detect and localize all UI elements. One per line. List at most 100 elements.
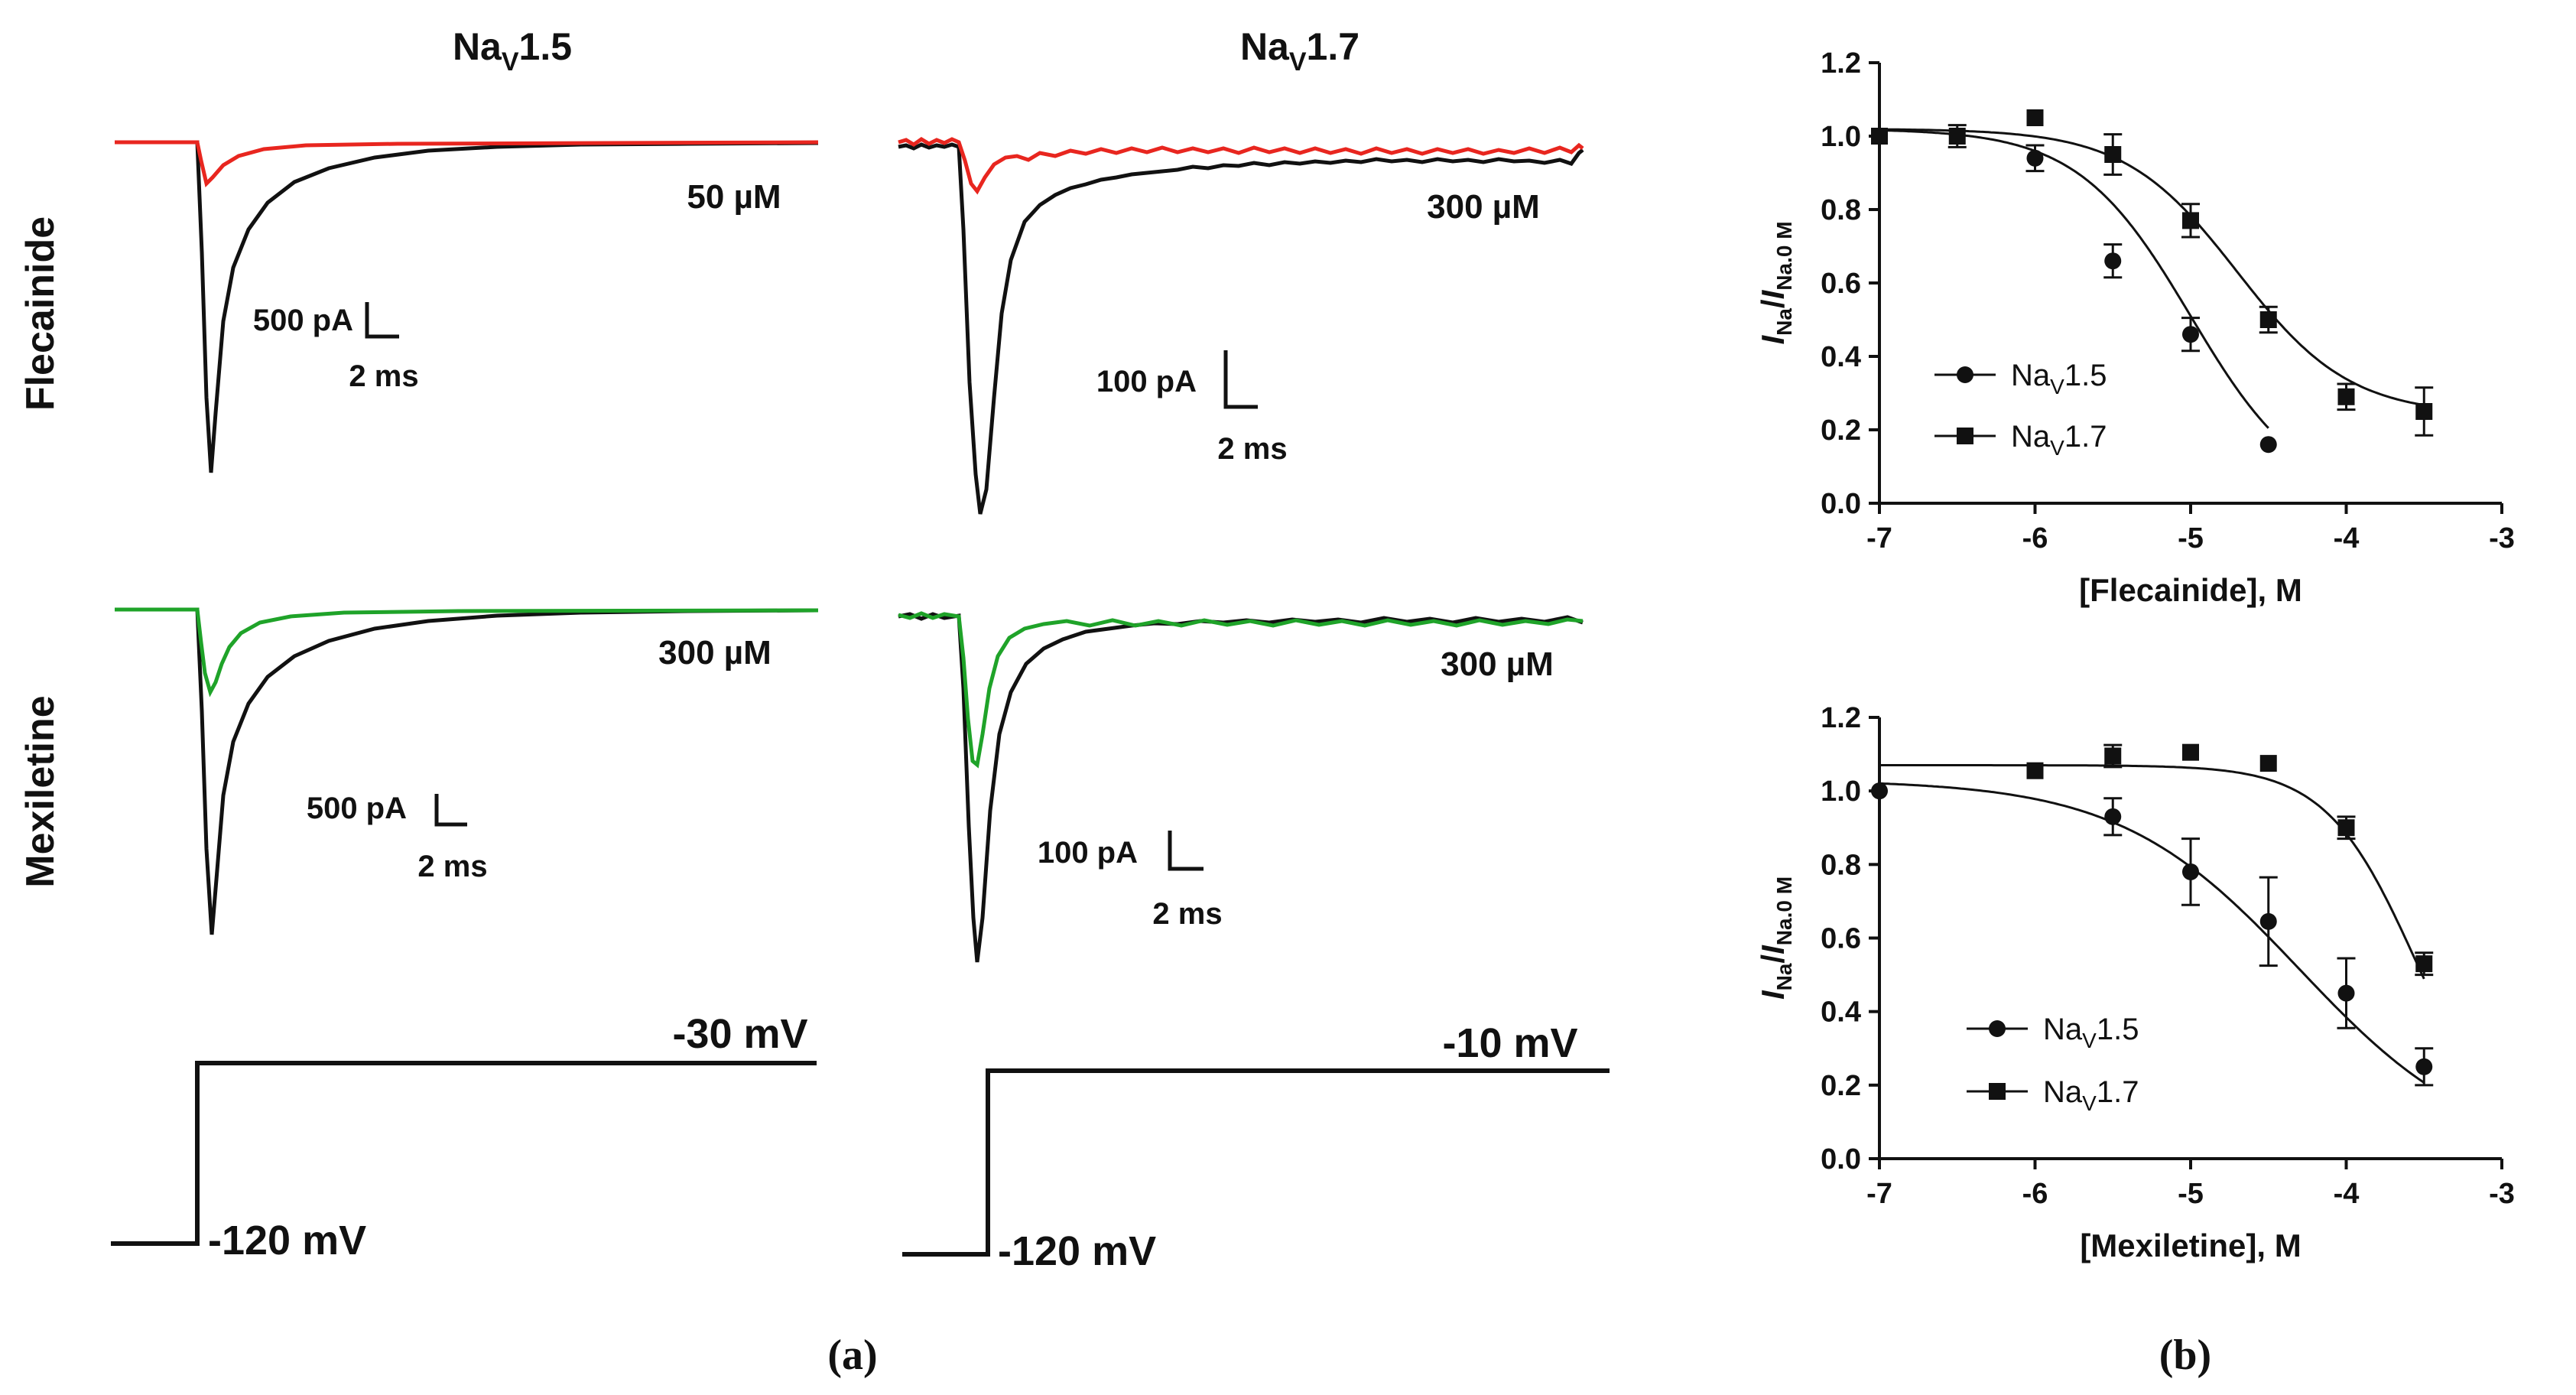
y-axis-title: INa/INa.0 M [1755,876,1796,1000]
panel-a: NaV1.5 NaV1.7 Flecainide Mexiletine 50 µ… [18,25,1610,1379]
trace-control-flec-nav17 [898,142,1584,515]
x-tick-label: -7 [1866,1178,1892,1210]
data-point [2337,388,2355,405]
y-tick-label: 1.2 [1821,47,1861,80]
data-point [2026,762,2044,779]
scale-time-flec-nav15: 2 ms [349,359,418,393]
legend-entry: NaV1.7 [1967,1075,2139,1115]
data-point [2259,436,2277,454]
x-axis-title: [Flecainide], M [2079,572,2302,608]
scale-time-mex-nav15: 2 ms [417,850,487,883]
y-tick-label: 0.8 [1821,194,1861,226]
scale-bar-flec-nav15: 500 pA 2 ms [253,302,419,393]
series-NaV1.5 [1871,782,2434,1087]
x-tick-label: -5 [2178,1178,2204,1210]
trace-group-mex-nav17: 300 µM 100 pA 2 ms [898,611,1584,963]
x-tick-label: -5 [2178,522,2204,554]
scale-l-flec-nav17 [1223,350,1258,409]
conc-flec-nav17: 300 µM [1427,188,1540,226]
legend-label: NaV1.7 [2011,420,2107,460]
scale-bar-flec-nav17: 100 pA 2 ms [1096,350,1288,466]
y-tick-label: 0.2 [1821,1070,1861,1102]
data-point [2415,1058,2433,1075]
trace-control-flec-nav15 [115,140,819,473]
data-point [2337,819,2355,837]
y-tick-label: 0.6 [1821,268,1861,300]
scale-bar-mex-nav15: 500 pA 2 ms [307,792,488,883]
scale-l-mex-nav17 [1168,831,1204,871]
trace-drug-flec-nav15 [115,140,819,187]
scale-time-mex-nav17: 2 ms [1152,897,1222,931]
data-point [2182,863,2199,880]
fit-curve [1879,128,2269,429]
data-point [2182,743,2199,761]
x-tick-label: -3 [2489,522,2515,554]
y-tick-label: 0.4 [1821,997,1861,1029]
fit-curve [1879,782,2425,1084]
trace-group-flec-nav15: 50 µM 500 pA 2 ms [115,140,819,473]
caption-b: (b) [2159,1332,2211,1379]
legend-marker [1989,1020,2006,1037]
trace-drug-flec-nav17 [898,137,1584,195]
y-tick-label: 1.2 [1821,702,1861,734]
panel-b: 0.0 0.2 0.4 0.6 0.8 1.0 1.2 -7 -6 -5 -4 -3 [Flecaini… [1755,47,2515,1379]
scale-l-flec-nav15 [365,302,399,339]
data-point [2259,311,2277,328]
series-NaV1.5 [1871,128,2277,454]
data-point [2182,326,2199,343]
data-point [2337,984,2355,1002]
protocol-nav17: -10 mV -120 mV [902,1020,1610,1274]
legend-label: NaV1.5 [2011,359,2107,398]
data-point [2026,109,2044,126]
conc-mex-nav15: 300 µM [658,634,772,671]
y-tick-label: 0.0 [1821,488,1861,520]
protocol-hold-label-nav17: -120 mV [998,1228,1156,1274]
scale-current-mex-nav17: 100 pA [1038,836,1138,870]
fit-curve [1879,128,2425,407]
trace-control-mex-nav15 [115,607,819,935]
chart-flecainide: 0.0 0.2 0.4 0.6 0.8 1.0 1.2 -7 -6 -5 -4 -3 [Flecaini… [1755,47,2515,608]
x-tick-label: -4 [2334,1178,2360,1210]
legend-entry: NaV1.5 [1967,1013,2139,1052]
series-NaV1.7 [1871,109,2434,437]
conc-mex-nav17: 300 µM [1441,645,1554,683]
data-point [1871,782,1888,800]
data-point [2415,403,2433,420]
caption-a: (a) [827,1332,877,1379]
data-point [2259,755,2277,772]
row-label-flecainide: Flecainide [18,216,63,411]
conc-flec-nav15: 50 µM [687,178,781,216]
data-point [2104,808,2122,825]
trace-drug-mex-nav17 [898,611,1584,769]
data-point [1871,128,1888,145]
chart-mexiletine: 0.0 0.2 0.4 0.6 0.8 1.0 1.2 -7 -6 -5 -4 -3 [Mexileti… [1755,702,2515,1263]
scale-current-mex-nav15: 500 pA [307,792,407,825]
data-point [2104,747,2122,765]
y-tick-label: 0.6 [1821,923,1861,955]
trace-group-mex-nav15: 300 µM 500 pA 2 ms [115,607,819,935]
protocol-step-nav17 [902,1068,1610,1257]
y-axis-title: INa/INa.0 M [1755,221,1796,344]
x-tick-label: -6 [2022,522,2048,554]
data-point [2182,212,2199,229]
scale-bar-mex-nav17: 100 pA 2 ms [1038,831,1223,931]
x-tick-label: -7 [1866,522,1892,554]
y-tick-label: 0.2 [1821,415,1861,447]
scale-current-flec-nav17: 100 pA [1096,365,1197,398]
title-nav15: NaV1.5 [453,25,572,76]
data-point [1948,128,1966,145]
y-tick-label: 0.0 [1821,1143,1861,1176]
protocol-step-nav15 [111,1061,817,1246]
x-tick-label: -6 [2022,1178,2048,1210]
legend-label: NaV1.7 [2043,1075,2139,1115]
protocol-step-label-nav17: -10 mV [1442,1020,1577,1066]
x-tick-label: -4 [2334,522,2360,554]
title-nav17: NaV1.7 [1240,25,1359,76]
y-tick-label: 1.0 [1821,776,1861,808]
fit-curve [1879,764,2425,980]
legend-marker [1957,366,1973,383]
legend-entry: NaV1.5 [1934,359,2107,398]
protocol-step-label-nav15: -30 mV [672,1011,807,1057]
trace-group-flec-nav17: 300 µM 100 pA 2 ms [898,137,1584,515]
